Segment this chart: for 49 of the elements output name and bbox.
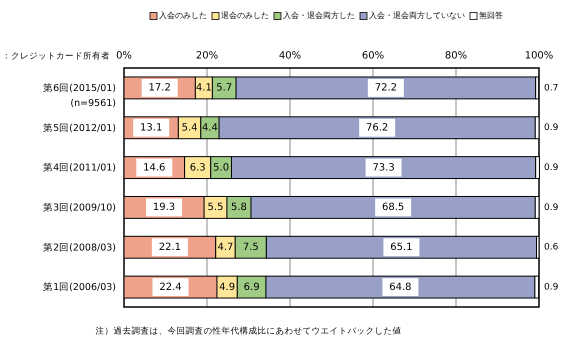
data-label: 5.7 [216,82,232,94]
data-label: 4.7 [218,242,234,253]
data-label: 13.1 [140,122,162,134]
data-label: 7.5 [242,242,259,253]
chart-subtitle: ：クレジットカード所有者 [2,50,110,62]
y-tick-label: 第1回(2006/03) [43,280,116,293]
legend-label: 無回答 [479,11,503,20]
x-tick-label: 80% [444,50,468,62]
data-label: 0.7 [544,83,558,94]
data-label: 19.3 [152,202,176,214]
data-label: 73.3 [372,162,395,174]
data-label: 6.3 [190,162,206,174]
y-tick-label: 第6回(2015/01) (n=9561) [43,82,116,109]
x-tick-label: 40% [278,50,302,62]
data-label: 4.1 [196,82,212,94]
data-label: 22.1 [158,242,181,253]
data-label: 64.8 [389,282,412,293]
y-tick-label: 第2回(2008/03) [43,240,116,253]
data-label: 4.9 [219,282,236,293]
data-label: 4.4 [202,122,218,134]
y-tick-label: 第4回(2011/01) [43,161,116,174]
text: 注）過去調査は、今回調査の性年代構成比にあわせてウエイトバックした値 [96,325,402,336]
data-label: 5.0 [213,162,230,174]
y-tick-label: 第3回(2009/10) [43,201,116,214]
data-label: 65.1 [390,242,413,253]
data-label: 0.9 [544,202,559,213]
x-tick-label: 60% [362,50,384,62]
y-tick-label: 第5回(2012/01) [43,121,116,134]
x-tick-label: 0% [116,50,132,62]
data-label: 72.2 [374,82,397,94]
legend-label: 入会・退会両方していない [369,11,465,20]
data-label: 22.4 [159,282,182,293]
data-label: 68.5 [382,202,404,214]
legend-label: 入会のみした [159,11,207,20]
legend-label: 入会・退会両方した [283,11,355,20]
data-label: 5.8 [231,202,247,214]
data-label: 6.9 [244,282,260,293]
data-label: 17.2 [148,82,171,94]
data-label: 14.6 [143,162,166,174]
legend-label: 退会のみした [221,11,269,20]
data-label: 0.9 [544,282,559,293]
data-label: 0.6 [544,242,559,253]
x-tick-label: 20% [196,50,218,62]
x-tick-label: 100% [524,50,554,62]
data-label: 0.9 [544,123,559,134]
data-label: 76.2 [366,122,388,134]
data-label: 5.5 [208,202,224,214]
data-label: 0.9 [544,163,559,174]
data-label: 5.4 [182,122,198,134]
